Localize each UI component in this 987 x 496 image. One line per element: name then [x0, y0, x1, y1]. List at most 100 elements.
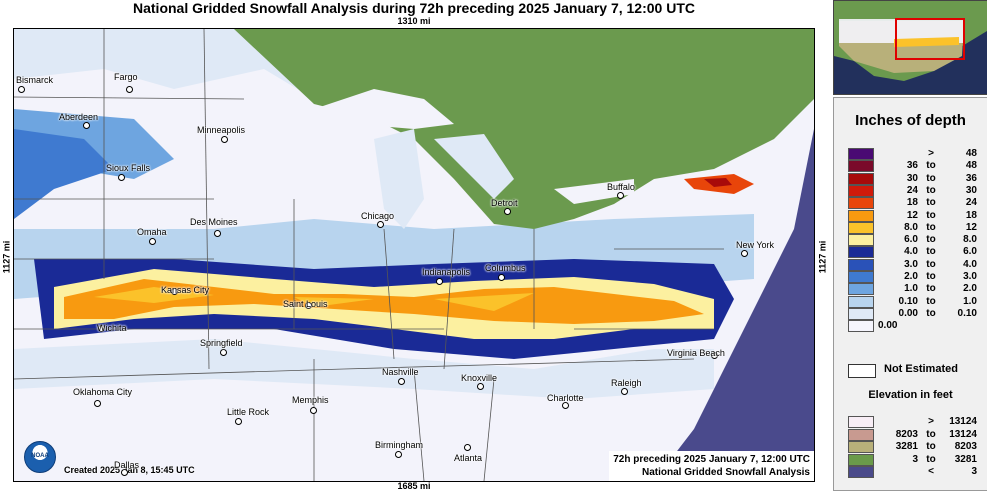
legend-from: 0.00: [898, 307, 918, 319]
city-label-oklahoma-city: Oklahoma City: [73, 387, 133, 397]
elevation-swatch: [848, 416, 874, 428]
height-right-label: 1127 mi: [817, 240, 828, 274]
city-marker-nashville: [398, 378, 405, 385]
city-label-knoxville: Knoxville: [461, 373, 498, 383]
region-highlight-box: [895, 18, 965, 60]
elevation-from: 3281: [895, 441, 918, 452]
legend-swatch: [848, 160, 874, 173]
city-label-new-york: New York: [736, 240, 775, 250]
legend-to-word: to: [926, 283, 936, 295]
city-marker-wichita: [98, 325, 105, 332]
city-label-bismarck: Bismarck: [16, 75, 54, 85]
legend-to-word: to: [926, 234, 936, 246]
city-label-virginia-beach: Virginia Beach: [667, 348, 725, 358]
inset-overview-map[interactable]: [833, 0, 987, 95]
legend-to: 24: [965, 197, 977, 209]
city-label-sioux-falls: Sioux Falls: [106, 163, 151, 173]
caption-line-2: National Gridded Snowfall Analysis: [642, 467, 810, 478]
elevation-to-word: to: [926, 441, 936, 452]
legend-to: 6.0: [963, 246, 977, 258]
legend-swatch: [848, 197, 874, 210]
legend-title: Inches of depth: [855, 112, 966, 129]
city-label-atlanta: Atlanta: [454, 453, 483, 463]
snowfall-map[interactable]: NOAA Created 2025 Jan 8, 15:45 UTC 72h p…: [13, 28, 815, 482]
city-marker-aberdeen: [83, 122, 90, 129]
city-marker-saint-louis: [305, 302, 312, 309]
city-marker-detroit: [504, 208, 511, 215]
legend-to: 30: [965, 184, 977, 196]
city-label-chicago: Chicago: [361, 211, 395, 221]
city-label-memphis: Memphis: [292, 395, 329, 405]
city-marker-dallas: [121, 469, 128, 476]
city-label-saint-louis: Saint Louis: [283, 299, 328, 309]
legend-swatch: [848, 209, 874, 222]
legend-from: 8.0: [904, 221, 918, 233]
elevation-value: 13124: [949, 416, 977, 427]
map-caption: 72h preceding 2025 January 7, 12:00 UTC …: [609, 451, 814, 481]
elevation-operator: <: [928, 466, 934, 477]
city-label-raleigh: Raleigh: [611, 378, 642, 388]
legend-value: 0.00: [878, 320, 898, 332]
city-marker-oklahoma-city: [94, 400, 101, 407]
elevation-swatch: [848, 466, 874, 478]
city-marker-indianapolis: [436, 278, 443, 285]
city-marker-omaha: [149, 238, 156, 245]
elevation-operator: >: [928, 416, 934, 427]
city-label-detroit: Detroit: [491, 198, 518, 208]
snowfall-map-graphic: [14, 29, 814, 481]
inset-map-graphic: [834, 1, 987, 94]
not-estimated-swatch: [848, 364, 876, 378]
elevation-to: 3281: [954, 453, 977, 465]
legend-swatch: [848, 184, 874, 197]
legend-swatch: [848, 234, 874, 247]
legend-to-word: to: [926, 221, 936, 233]
elevation-to: 13124: [949, 428, 977, 440]
legend-from: 12: [906, 209, 918, 221]
caption-line-1: 72h preceding 2025 January 7, 12:00 UTC: [613, 454, 810, 465]
width-bottom-label: 1685 mi: [397, 481, 431, 491]
legend-panel: Inches of depth >48 36 to 48 30 to 36 24 to 30 18 t…: [833, 97, 987, 491]
city-label-charlotte: Charlotte: [547, 393, 584, 403]
city-marker-buffalo: [617, 192, 624, 199]
legend-to: 1.0: [963, 295, 977, 307]
legend-from: 2.0: [904, 271, 918, 282]
city-label-nashville: Nashville: [382, 367, 419, 377]
legend-to: 36: [965, 172, 977, 184]
city-label-little-rock: Little Rock: [227, 407, 270, 417]
city-marker-little-rock: [235, 418, 242, 425]
legend-swatch: [848, 258, 874, 271]
legend-swatch: [848, 283, 874, 296]
elevation-value: 3: [971, 466, 977, 477]
legend-swatch: [848, 148, 874, 160]
city-label-fargo: Fargo: [114, 72, 138, 82]
not-estimated-label: Not Estimated: [884, 363, 958, 375]
city-label-minneapolis: Minneapolis: [197, 125, 246, 135]
city-marker-virginia-beach: [711, 352, 718, 359]
legend-swatch: [848, 295, 874, 308]
city-marker-kansas-city: [171, 288, 178, 295]
legend-from: 4.0: [904, 246, 918, 258]
legend-to: 18: [965, 209, 977, 221]
legend-to-word: to: [926, 246, 936, 258]
legend-to-word: to: [926, 172, 936, 184]
elevation-from: 3: [912, 453, 918, 465]
elevation-to-word: to: [926, 453, 936, 465]
legend-swatch: [848, 271, 874, 283]
legend-to-word: to: [926, 209, 936, 221]
city-marker-atlanta: [464, 444, 471, 451]
elevation-to-word: to: [926, 428, 936, 440]
width-top-label: 1310 mi: [397, 16, 431, 26]
legend-to: 12: [965, 221, 977, 233]
noaa-logo-text: NOAA: [31, 453, 49, 459]
city-marker-springfield: [220, 349, 227, 356]
created-timestamp: Created 2025 Jan 8, 15:45 UTC: [64, 465, 195, 475]
city-label-des-moines: Des Moines: [190, 217, 238, 227]
legend-swatch: [848, 221, 874, 234]
legend-from: 18: [906, 197, 918, 209]
city-marker-new-york: [741, 250, 748, 257]
elevation-swatch: [848, 428, 874, 441]
noaa-logo: NOAA: [24, 441, 56, 473]
city-marker-minneapolis: [221, 136, 228, 143]
city-label-indianapolis: Indianapolis: [422, 267, 471, 277]
legend-swatch: [848, 320, 874, 333]
